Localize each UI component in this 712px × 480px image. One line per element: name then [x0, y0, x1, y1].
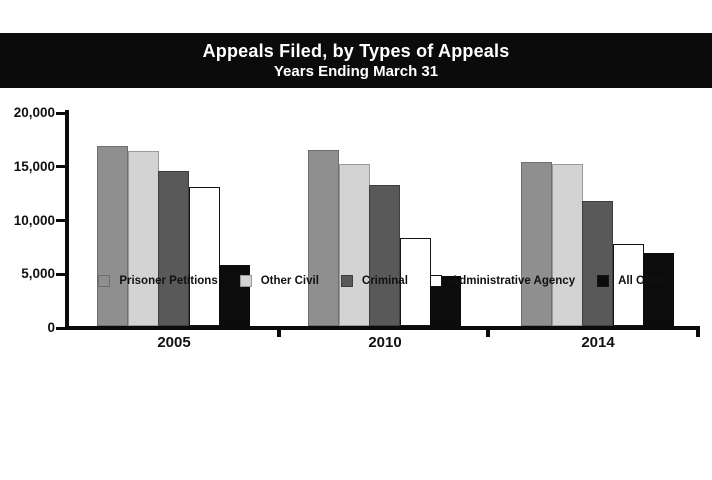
chart-title: Appeals Filed, by Types of Appeals [202, 41, 510, 61]
bar-criminal-2005 [158, 171, 189, 326]
bar-other-civil-2014 [552, 164, 583, 326]
legend-swatch-icon [340, 275, 353, 287]
legend-label: Prisoner Petitions [119, 275, 218, 287]
x-axis-separator-tick [277, 326, 281, 337]
bar-administrative-agency-2010 [400, 238, 431, 326]
legend-item-other-civil: Other Civil [239, 275, 319, 287]
y-axis-tick-label: 10,000 [13, 212, 55, 228]
bar-criminal-2010 [369, 185, 400, 326]
bar-other-civil-2010 [339, 164, 370, 326]
x-axis-category-label: 2005 [157, 334, 191, 351]
y-axis-tick [56, 165, 65, 169]
x-axis-category-label: 2010 [368, 334, 402, 351]
legend-item-criminal: Criminal [340, 275, 408, 287]
legend-label: Other Civil [260, 275, 319, 287]
bar-prisoner-petitions-2005 [97, 146, 128, 326]
bar-other-civil-2005 [128, 151, 159, 326]
bar-all-other-2014 [643, 253, 674, 326]
bar-criminal-2014 [582, 201, 613, 326]
y-axis-tick-label: 5,000 [21, 266, 55, 282]
y-axis-tick-label: 0 [47, 320, 55, 335]
y-axis-tick [56, 272, 65, 276]
y-axis-tick [56, 219, 65, 222]
legend-label: Criminal [361, 275, 408, 287]
legend-swatch-icon [239, 275, 252, 287]
chart-title-banner: Appeals Filed, by Types of Appeals Years… [0, 33, 712, 88]
legend: Prisoner Petitions Other Civil Criminal Adm… [65, 273, 700, 289]
plot-area: 20,000 15,000 10,000 5,000 0 2005 2010 2014 [0, 88, 712, 388]
legend-item-prisoner-petitions: Prisoner Petitions [98, 275, 218, 287]
legend-label: All Other [618, 275, 667, 287]
y-axis-line [65, 110, 69, 330]
legend-item-administrative-agency: Administrative Agency [429, 275, 576, 287]
x-axis-category-label: 2014 [581, 334, 615, 351]
y-axis-tick [56, 111, 65, 115]
bar-prisoner-petitions-2010 [308, 150, 339, 326]
legend-swatch-icon [429, 275, 442, 287]
legend-item-all-other: All Other [597, 275, 667, 287]
x-axis-separator-tick [486, 326, 490, 337]
chart-subtitle: Years Ending March 31 [273, 63, 439, 80]
legend-label: Administrative Agency [450, 275, 576, 287]
y-axis-tick [56, 326, 65, 330]
y-axis-tick-label: 15,000 [13, 158, 55, 174]
legend-swatch-icon [98, 275, 111, 287]
x-axis-line [65, 326, 700, 330]
bar-prisoner-petitions-2014 [521, 162, 552, 326]
y-axis-tick-label: 20,000 [13, 105, 55, 120]
bar-administrative-agency-2005 [189, 187, 220, 326]
legend-swatch-icon [597, 275, 610, 287]
x-axis-separator-tick [696, 326, 700, 337]
